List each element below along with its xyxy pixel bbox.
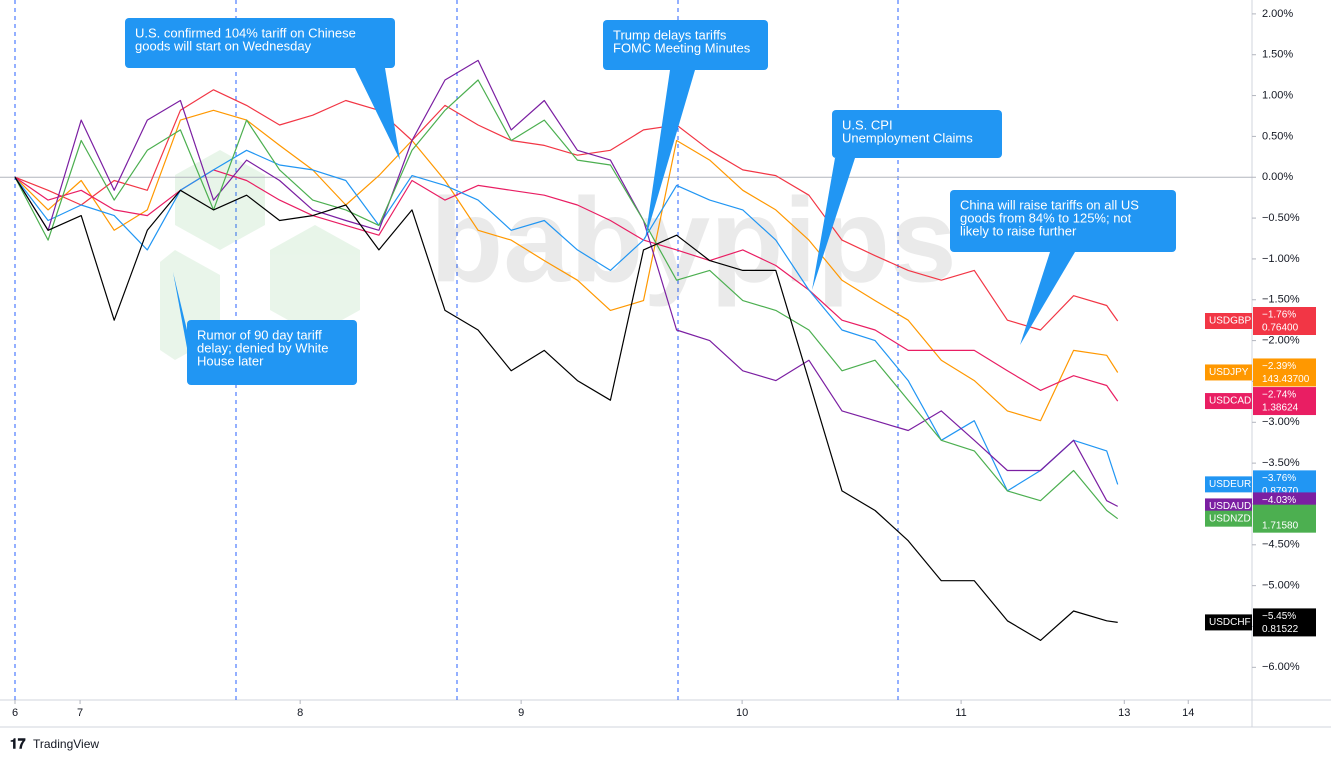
series-line <box>14 109 1119 422</box>
callout-pointer <box>1020 252 1075 345</box>
callout-text: Trump delays tariffs <box>613 27 727 42</box>
price-tag: USDJPY −2.39% 143.43700 <box>1205 358 1316 387</box>
tag-value-box <box>1253 608 1316 637</box>
x-tick-label: 6 <box>12 707 18 719</box>
tag-price: 0.87970 <box>1262 486 1299 497</box>
watermark: babypips <box>430 174 957 308</box>
logo-hex <box>175 150 265 250</box>
y-tick-label: −5.00% <box>1262 580 1300 592</box>
logo-hex <box>270 225 360 335</box>
tag-change: −4.03% <box>1262 495 1296 506</box>
tag-name-box <box>1205 476 1252 493</box>
tag-price: 1.38624 <box>1262 403 1299 414</box>
tag-name: USDCAD <box>1209 396 1251 407</box>
callout-pointer <box>173 272 187 348</box>
tag-name-box <box>1205 313 1252 330</box>
x-tick-label: 9 <box>518 707 524 719</box>
y-tick-label: −0.50% <box>1262 212 1300 224</box>
tag-change: −3.76% <box>1262 473 1296 484</box>
tag-name: USDNZD <box>1209 513 1251 524</box>
callout-text: U.S. CPI <box>842 117 893 132</box>
callout-text: Unemployment Claims <box>842 130 973 145</box>
callout-text: U.S. confirmed 104% tariff on Chinese <box>135 25 356 40</box>
callout-text: goods will start on Wednesday <box>135 38 312 53</box>
callout-text: Rumor of 90 day tariff <box>197 327 322 342</box>
tag-change: −5.45% <box>1262 611 1296 622</box>
callout-box <box>125 18 395 68</box>
tag-name-box <box>1205 364 1252 381</box>
tag-value-box <box>1253 504 1316 533</box>
y-tick-label: 0.00% <box>1262 171 1293 183</box>
tag-name-box <box>1205 510 1252 527</box>
tag-name-box <box>1205 498 1252 515</box>
footer-text: TradingView <box>33 737 99 751</box>
tag-change: −2.74% <box>1262 390 1296 401</box>
footer: 𝟏𝟕 TradingView <box>10 736 99 752</box>
price-tag: USDGBP −1.76% 0.76400 <box>1205 307 1316 336</box>
series-line <box>14 89 1119 331</box>
x-tick-label: 13 <box>1118 707 1130 719</box>
footer-logo: 𝟏𝟕 <box>10 736 26 752</box>
tag-value-box <box>1253 307 1316 336</box>
callout-text: delay; denied by White <box>197 340 329 355</box>
y-tick-label: −4.50% <box>1262 539 1300 551</box>
y-tick-label: 0.50% <box>1262 130 1293 142</box>
x-tick-label: 10 <box>736 707 748 719</box>
tag-name: USDJPY <box>1209 367 1249 378</box>
x-tick-label: 11 <box>955 707 966 719</box>
y-tick-label: −1.50% <box>1262 294 1300 306</box>
y-tick-label: −6.00% <box>1262 661 1300 673</box>
callout-box <box>950 190 1176 252</box>
tag-price: 143.43700 <box>1262 374 1310 385</box>
callout-pointer <box>812 158 855 290</box>
callout-pointer <box>645 70 695 240</box>
tag-price: 0.76400 <box>1262 323 1299 334</box>
tag-name: USDEUR <box>1209 479 1251 490</box>
callout-text: goods from 84% to 125%; not <box>960 210 1132 225</box>
price-tag: USDNZD 1.71580 <box>1205 504 1316 533</box>
callout-text: House later <box>197 353 264 368</box>
tag-value-box <box>1253 387 1316 416</box>
series-line <box>14 59 1118 507</box>
callout-pointer <box>355 68 400 160</box>
tag-name-box <box>1205 393 1252 410</box>
series-line <box>14 176 1118 641</box>
y-tick-label: 2.00% <box>1262 8 1293 20</box>
series-line <box>14 149 1119 492</box>
callout: China will raise tariffs on all USgoods … <box>950 190 1176 345</box>
x-tick-label: 14 <box>1182 707 1194 719</box>
tag-name-box <box>1205 614 1252 631</box>
y-tick-label: 1.00% <box>1262 89 1293 101</box>
callout-text: likely to raise further <box>960 223 1077 238</box>
x-tick-label: 8 <box>297 707 303 719</box>
tag-price: 1.71580 <box>1262 520 1299 531</box>
callout: U.S. confirmed 104% tariff on Chinesegoo… <box>125 18 400 160</box>
y-tick-label: −1.00% <box>1262 253 1300 265</box>
callout-box <box>603 20 768 70</box>
price-tag: USDCHF −5.45% 0.81522 <box>1205 608 1316 637</box>
tag-name: USDCHF <box>1209 617 1251 628</box>
series-line <box>14 79 1119 520</box>
tag-name: USDAUD <box>1209 501 1251 512</box>
callout-text: China will raise tariffs on all US <box>960 197 1139 212</box>
y-tick-label: −3.00% <box>1262 416 1300 428</box>
price-tag: USDCAD −2.74% 1.38624 <box>1205 387 1316 416</box>
tag-change: −1.76% <box>1262 310 1296 321</box>
y-tick-label: −3.50% <box>1262 457 1300 469</box>
tag-value-box <box>1253 358 1316 387</box>
callout-box <box>832 110 1002 158</box>
tag-price: 0.81522 <box>1262 624 1299 635</box>
tag-change: −2.39% <box>1262 361 1296 372</box>
tag-name: USDGBP <box>1209 316 1252 327</box>
y-tick-label: 1.50% <box>1262 49 1293 61</box>
callout-box <box>187 320 357 385</box>
x-tick-label: 7 <box>77 707 83 719</box>
callout-text: FOMC Meeting Minutes <box>613 40 751 55</box>
y-tick-label: −2.00% <box>1262 335 1300 347</box>
